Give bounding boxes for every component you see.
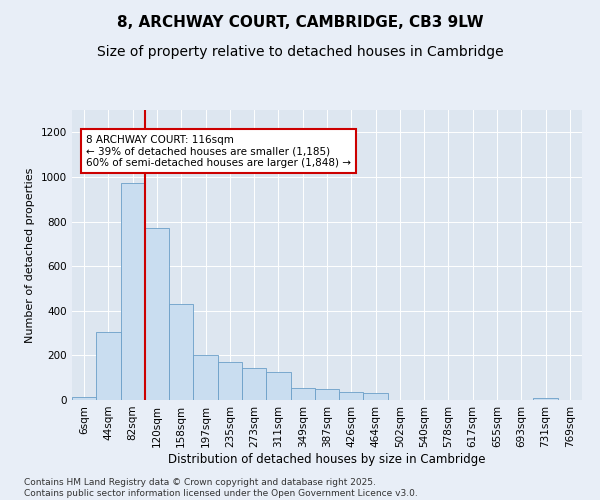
- Bar: [266, 372, 290, 400]
- Bar: [364, 394, 388, 400]
- Bar: [72, 396, 96, 400]
- Text: Contains HM Land Registry data © Crown copyright and database right 2025.
Contai: Contains HM Land Registry data © Crown c…: [24, 478, 418, 498]
- Text: 8 ARCHWAY COURT: 116sqm
← 39% of detached houses are smaller (1,185)
60% of semi: 8 ARCHWAY COURT: 116sqm ← 39% of detache…: [86, 134, 351, 168]
- Bar: [315, 389, 339, 400]
- Y-axis label: Number of detached properties: Number of detached properties: [25, 168, 35, 342]
- Bar: [145, 228, 169, 400]
- Bar: [290, 388, 315, 400]
- Bar: [169, 304, 193, 400]
- X-axis label: Distribution of detached houses by size in Cambridge: Distribution of detached houses by size …: [168, 452, 486, 466]
- Bar: [242, 368, 266, 400]
- Bar: [96, 332, 121, 400]
- Text: Size of property relative to detached houses in Cambridge: Size of property relative to detached ho…: [97, 45, 503, 59]
- Text: 8, ARCHWAY COURT, CAMBRIDGE, CB3 9LW: 8, ARCHWAY COURT, CAMBRIDGE, CB3 9LW: [116, 15, 484, 30]
- Bar: [218, 362, 242, 400]
- Bar: [121, 182, 145, 400]
- Bar: [339, 392, 364, 400]
- Bar: [193, 356, 218, 400]
- Bar: [533, 398, 558, 400]
